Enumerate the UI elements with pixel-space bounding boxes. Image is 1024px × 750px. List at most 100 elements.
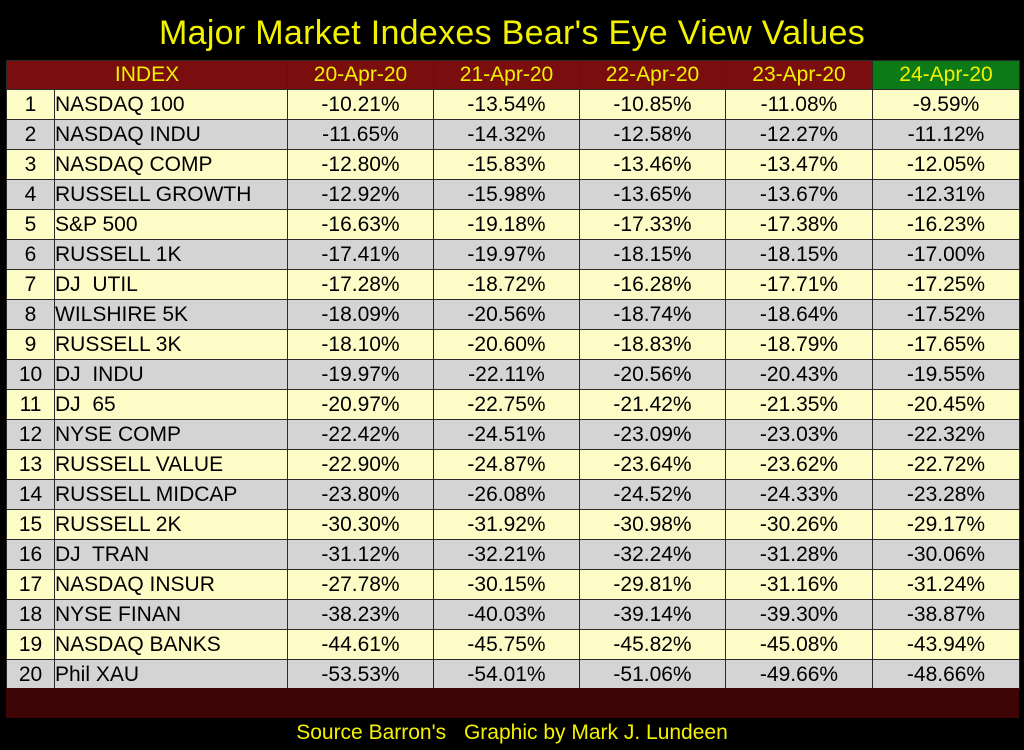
row-value-4: -13.47% bbox=[725, 149, 873, 180]
row-value-1: -16.63% bbox=[287, 209, 434, 240]
table-body: 1 NASDAQ 100 -10.21% -13.54% -10.85% -11.08% -… bbox=[6, 89, 1020, 690]
row-rank: 15 bbox=[6, 509, 55, 540]
row-index-name: RUSSELL 3K bbox=[54, 329, 288, 360]
row-rank: 11 bbox=[6, 389, 55, 420]
row-rank: 18 bbox=[6, 599, 55, 630]
table-row: 12 NYSE COMP -22.42% -24.51% -23.09% -23.03% -… bbox=[6, 419, 1020, 450]
row-value-3: -18.83% bbox=[579, 329, 726, 360]
row-value-4: -17.71% bbox=[725, 269, 873, 300]
row-value-2: -20.56% bbox=[433, 299, 580, 330]
row-index-name: NYSE COMP bbox=[54, 419, 288, 450]
row-value-3: -32.24% bbox=[579, 539, 726, 570]
row-value-4: -12.27% bbox=[725, 119, 873, 150]
row-index-name: S&P 500 bbox=[54, 209, 288, 240]
row-index-name: NASDAQ INSUR bbox=[54, 569, 288, 600]
row-value-1: -11.65% bbox=[287, 119, 434, 150]
row-value-4: -23.03% bbox=[725, 419, 873, 450]
row-rank: 3 bbox=[6, 149, 55, 180]
row-value-4: -18.15% bbox=[725, 239, 873, 270]
row-value-4: -21.35% bbox=[725, 389, 873, 420]
row-value-2: -22.75% bbox=[433, 389, 580, 420]
row-index-name: DJ 65 bbox=[54, 389, 288, 420]
row-rank: 8 bbox=[6, 299, 55, 330]
row-value-3: -45.82% bbox=[579, 629, 726, 660]
row-value-2: -24.51% bbox=[433, 419, 580, 450]
row-value-1: -12.92% bbox=[287, 179, 434, 210]
row-value-5: -22.72% bbox=[872, 449, 1020, 480]
row-index-name: RUSSELL MIDCAP bbox=[54, 479, 288, 510]
row-value-4: -13.67% bbox=[725, 179, 873, 210]
row-value-2: -30.15% bbox=[433, 569, 580, 600]
row-value-2: -14.32% bbox=[433, 119, 580, 150]
header-date-4: 23-Apr-20 bbox=[725, 60, 873, 90]
row-value-4: -31.28% bbox=[725, 539, 873, 570]
row-index-name: NASDAQ BANKS bbox=[54, 629, 288, 660]
row-rank: 10 bbox=[6, 359, 55, 390]
row-value-5: -38.87% bbox=[872, 599, 1020, 630]
row-value-5: -48.66% bbox=[872, 659, 1020, 690]
row-rank: 14 bbox=[6, 479, 55, 510]
row-value-2: -40.03% bbox=[433, 599, 580, 630]
table-row: 11 DJ 65 -20.97% -22.75% -21.42% -21.35% -20.4… bbox=[6, 389, 1020, 420]
row-value-1: -23.80% bbox=[287, 479, 434, 510]
row-value-2: -54.01% bbox=[433, 659, 580, 690]
row-index-name: RUSSELL 1K bbox=[54, 239, 288, 270]
row-value-5: -43.94% bbox=[872, 629, 1020, 660]
row-value-4: -39.30% bbox=[725, 599, 873, 630]
row-value-4: -31.16% bbox=[725, 569, 873, 600]
table-row: 3 NASDAQ COMP -12.80% -15.83% -13.46% -13.47%… bbox=[6, 149, 1020, 180]
row-value-5: -22.32% bbox=[872, 419, 1020, 450]
row-value-5: -17.00% bbox=[872, 239, 1020, 270]
row-value-3: -18.15% bbox=[579, 239, 726, 270]
table-row: 14 RUSSELL MIDCAP -23.80% -26.08% -24.52% -24… bbox=[6, 479, 1020, 510]
row-index-name: RUSSELL 2K bbox=[54, 509, 288, 540]
header-date-3: 22-Apr-20 bbox=[579, 60, 726, 90]
source-line: Source Barron's Graphic by Mark J. Lunde… bbox=[3, 720, 1021, 746]
table-row: 6 RUSSELL 1K -17.41% -19.97% -18.15% -18.15% -… bbox=[6, 239, 1020, 270]
index-table: INDEX 20-Apr-20 21-Apr-20 22-Apr-20 23-A… bbox=[6, 60, 1020, 690]
row-value-2: -19.97% bbox=[433, 239, 580, 270]
row-value-5: -12.31% bbox=[872, 179, 1020, 210]
table-row: 2 NASDAQ INDU -11.65% -14.32% -12.58% -12.27%… bbox=[6, 119, 1020, 150]
row-value-2: -22.11% bbox=[433, 359, 580, 390]
row-rank: 5 bbox=[6, 209, 55, 240]
table-row: 18 NYSE FINAN -38.23% -40.03% -39.14% -39.30%… bbox=[6, 599, 1020, 630]
row-value-4: -49.66% bbox=[725, 659, 873, 690]
row-value-1: -19.97% bbox=[287, 359, 434, 390]
row-value-5: -16.23% bbox=[872, 209, 1020, 240]
table-row: 5 S&P 500 -16.63% -19.18% -17.33% -17.38% -16.… bbox=[6, 209, 1020, 240]
row-value-3: -13.46% bbox=[579, 149, 726, 180]
row-rank: 13 bbox=[6, 449, 55, 480]
row-rank: 16 bbox=[6, 539, 55, 570]
table-row: 7 DJ UTIL -17.28% -18.72% -16.28% -17.71% -17.… bbox=[6, 269, 1020, 300]
row-value-2: -45.75% bbox=[433, 629, 580, 660]
row-value-3: -18.74% bbox=[579, 299, 726, 330]
table-row: 8 WILSHIRE 5K -18.09% -20.56% -18.74% -18.64%… bbox=[6, 299, 1020, 330]
row-rank: 19 bbox=[6, 629, 55, 660]
row-value-1: -20.97% bbox=[287, 389, 434, 420]
row-value-1: -38.23% bbox=[287, 599, 434, 630]
row-value-3: -51.06% bbox=[579, 659, 726, 690]
row-value-2: -20.60% bbox=[433, 329, 580, 360]
row-value-5: -12.05% bbox=[872, 149, 1020, 180]
row-value-2: -32.21% bbox=[433, 539, 580, 570]
row-index-name: DJ INDU bbox=[54, 359, 288, 390]
row-value-4: -18.79% bbox=[725, 329, 873, 360]
row-rank: 12 bbox=[6, 419, 55, 450]
header-index: INDEX bbox=[6, 60, 288, 90]
row-value-3: -24.52% bbox=[579, 479, 726, 510]
row-value-4: -18.64% bbox=[725, 299, 873, 330]
row-value-1: -22.42% bbox=[287, 419, 434, 450]
table-row: 20 Phil XAU -53.53% -54.01% -51.06% -49.66% -4… bbox=[6, 659, 1020, 690]
row-value-5: -17.65% bbox=[872, 329, 1020, 360]
row-value-4: -20.43% bbox=[725, 359, 873, 390]
row-value-3: -13.65% bbox=[579, 179, 726, 210]
table-row: 9 RUSSELL 3K -18.10% -20.60% -18.83% -18.79% -… bbox=[6, 329, 1020, 360]
row-value-1: -12.80% bbox=[287, 149, 434, 180]
row-rank: 2 bbox=[6, 119, 55, 150]
row-rank: 20 bbox=[6, 659, 55, 690]
table-row: 1 NASDAQ 100 -10.21% -13.54% -10.85% -11.08% -… bbox=[6, 89, 1020, 120]
row-value-5: -17.25% bbox=[872, 269, 1020, 300]
row-rank: 4 bbox=[6, 179, 55, 210]
table-row: 15 RUSSELL 2K -30.30% -31.92% -30.98% -30.26%… bbox=[6, 509, 1020, 540]
